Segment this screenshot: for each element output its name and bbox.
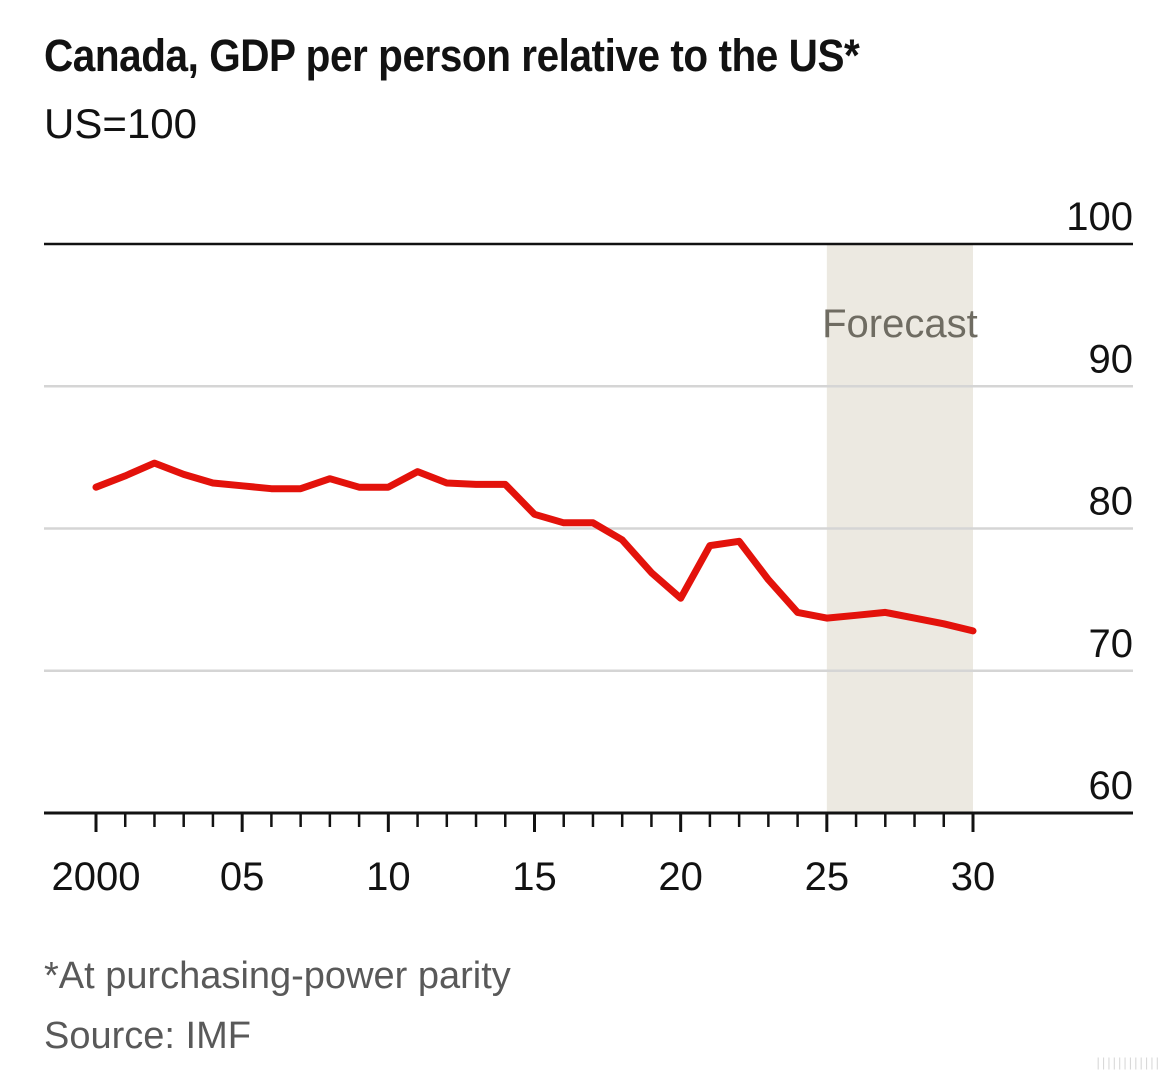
source-note: Source: IMF bbox=[44, 1015, 251, 1057]
x-tick-label-2005: 05 bbox=[220, 855, 265, 899]
y-tick-label-90: 90 bbox=[1089, 337, 1134, 381]
line-chart: 60 70 80 90 100 Forecast 2000 05 10 15 20 25 30 bbox=[44, 195, 1134, 899]
chart-title: Canada, GDP per person relative to the U… bbox=[44, 30, 860, 81]
x-tick-label-2010: 10 bbox=[366, 855, 411, 899]
y-tick-label-80: 80 bbox=[1089, 480, 1134, 524]
x-tick-label-2030: 30 bbox=[951, 855, 996, 899]
forecast-label: Forecast bbox=[822, 302, 978, 346]
y-tick-label-60: 60 bbox=[1089, 764, 1134, 808]
chart-subtitle: US=100 bbox=[44, 100, 197, 147]
y-tick-label-70: 70 bbox=[1089, 622, 1134, 666]
x-tick-label-2025: 25 bbox=[805, 855, 850, 899]
x-tick-label-2015: 15 bbox=[512, 855, 557, 899]
watermark: |||||||||||| bbox=[1096, 1055, 1161, 1070]
y-tick-label-100: 100 bbox=[1066, 195, 1133, 239]
x-tick-label-2020: 20 bbox=[658, 855, 703, 899]
footnote: *At purchasing-power parity bbox=[44, 955, 511, 997]
x-tick-label-2000: 2000 bbox=[52, 855, 141, 899]
